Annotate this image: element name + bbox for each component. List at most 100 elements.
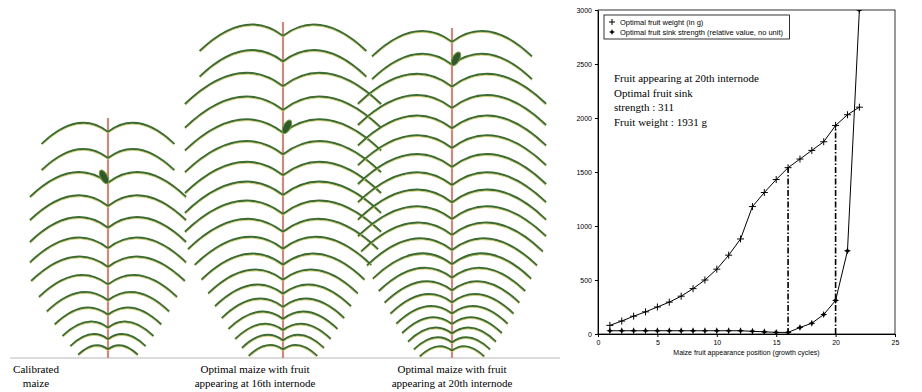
annotation: Optimal fruit sink [614,87,693,99]
leaf [108,238,186,263]
point [701,327,708,334]
leaf-edge [185,121,283,152]
leaf-edge [108,239,186,264]
plant [30,118,186,358]
leaf-edge [200,51,283,78]
point [690,285,697,292]
annotation: strength : 311 [614,101,674,113]
leaf [452,31,532,56]
leaf-edge [452,240,537,267]
leaf-edge [358,208,452,238]
leaf [452,206,546,236]
point [678,293,685,300]
leaf [283,201,381,232]
leaf-edge [452,283,519,304]
point [796,324,803,331]
point [832,122,839,129]
point [666,299,673,306]
point [725,327,732,334]
leaf-edge [108,258,185,282]
leaf [222,299,283,319]
leaf-edge [188,220,283,250]
leaf-edge [396,307,452,325]
leaf-edge [452,255,531,280]
leaf-edge [283,271,358,295]
point [713,327,720,334]
leaf-edge [372,32,452,57]
point [832,297,839,304]
plants: CalibratedmaizeOptimal maize with fruita… [10,22,560,389]
plant-caption: Optimal maize with fruit [200,363,309,375]
leaf [452,317,502,333]
leaf-edge [185,163,283,194]
leaf-edge [367,240,452,267]
reference-line [787,168,789,334]
leaf-edge [452,307,508,325]
leaf-edge [283,336,324,349]
leaf-edge [30,197,108,222]
leaf [195,237,283,265]
legend-label: Optimal fruit weight (in g) [620,18,704,27]
tick-label: 0 [597,339,601,346]
leaf-edge [408,329,452,343]
leaf-edge [185,74,283,105]
leaf [42,149,108,170]
stem [107,118,109,358]
leaf-edge [452,269,525,292]
leaf [358,135,452,165]
leaf [452,253,531,278]
figure: CalibratedmaizeOptimal maize with fruita… [0,0,922,392]
leaf-edge [358,155,452,185]
point [630,313,637,320]
leaf-edge [242,336,283,349]
point [630,327,637,334]
leaf [452,116,546,146]
point [642,308,649,315]
tick-mark [595,334,598,335]
leaf-edge [108,323,153,337]
leaf-edge [30,173,108,198]
tick-mark [717,334,718,337]
leaf-edge [108,218,186,243]
leaf [358,190,452,220]
point [749,203,756,210]
leaf [108,275,177,297]
leaf-edge [283,51,366,78]
leaf [229,312,283,329]
leaf [452,190,546,220]
leaf [385,281,452,302]
leaf-edge [108,150,174,171]
leaf-edge [39,276,108,298]
leaf-edge [283,220,378,250]
leaf [452,281,519,302]
leaf-edge [185,142,283,173]
leaf-edge [372,55,452,80]
tick-mark [595,226,598,227]
leaf [358,95,452,125]
leaf [30,238,108,263]
leaf-edge [358,117,452,147]
leaf-edge [452,155,546,185]
tick-mark [595,64,598,65]
leaf-edge [42,124,108,145]
plant [358,28,546,358]
leaf-edge [283,325,331,340]
leaf-edge [195,238,283,266]
leaf-edge [108,309,161,326]
leaf [367,238,452,265]
tick: 3000 [576,7,598,14]
tick-mark [836,334,837,337]
x-axis-title: Maize fruit appearance position (growth … [673,349,819,357]
fruit [449,50,462,67]
leaf [452,268,525,291]
leaf-edge [452,174,546,204]
leaf-edge [452,339,490,351]
tick-label: 1000 [576,223,592,230]
plant [185,22,381,358]
leaf-edge [108,335,146,347]
leaf-edge [283,74,381,105]
legend-marker [609,19,615,25]
point [761,328,768,334]
tick: 2000 [576,115,598,122]
point [701,277,708,284]
